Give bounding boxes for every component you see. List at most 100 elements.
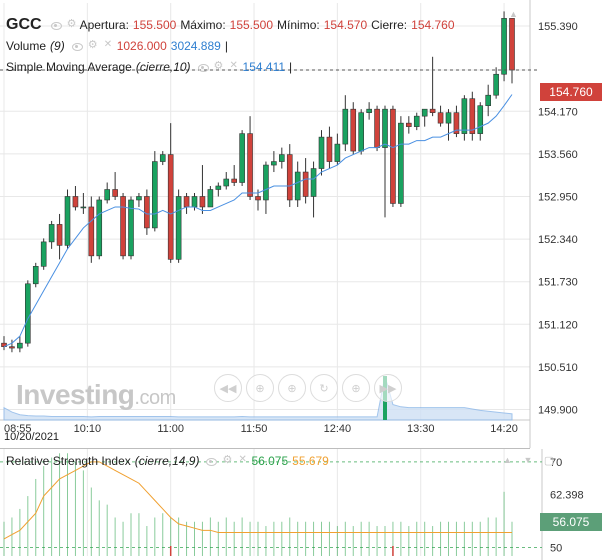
candle-body [485,94,491,106]
gear-icon[interactable] [214,59,224,72]
candle-body [294,171,301,201]
rsi-tools [500,454,557,472]
candle-body [501,18,507,75]
low-value: 154.570 [323,18,368,32]
candle-body [326,136,333,162]
candle-body [120,196,126,257]
volume-params: (9) [50,39,65,53]
candle-body [398,122,404,204]
candle-body [48,224,55,243]
y-tick-label: 152.950 [538,191,578,203]
rewind-icon[interactable]: ◀◀ [214,374,242,402]
forward-icon[interactable]: ▶▶ [374,374,402,402]
candle-body [279,154,285,162]
low-label: Mínimo: [277,18,320,32]
move-down-icon[interactable] [523,455,533,467]
candle-body [382,108,388,148]
sma-params: (cierre,10) [135,60,191,74]
x-tick-label: 08:55 [4,423,32,435]
candle-body [406,122,412,127]
y-tick-label: 149.900 [538,405,578,417]
y-tick-label: 155.390 [538,21,578,33]
current-price-tag: 154.760 [540,83,602,101]
header-tools [506,8,522,26]
close-icon[interactable] [230,60,240,72]
y-tick-label: 153.560 [538,149,578,161]
candle-body [80,206,87,209]
candle-body [199,196,206,208]
candle-body [207,189,214,208]
rsi-name: Relative Strength Index [6,454,131,468]
candle-body [96,199,103,257]
candle-body [429,108,436,113]
high-label: Máximo: [180,18,226,32]
high-value: 155.500 [229,18,274,32]
candle-body [437,112,444,124]
y-tick-label: 151.120 [538,319,578,331]
candle-body [175,196,182,260]
x-tick-label: 11:00 [157,423,184,435]
candle-body [104,189,110,201]
watermark-brand: Investing [16,379,135,410]
candle-body [191,196,198,208]
candle-body [136,196,142,201]
candle-body [477,105,484,134]
gear-icon[interactable] [88,38,98,51]
candle-body [159,154,166,162]
move-up-icon[interactable] [503,455,513,467]
candle-body [64,196,71,246]
volume-legend: Volume (9) 1026.000 3024.889 | [6,38,232,53]
sma-line [3,94,513,348]
candle-body [25,283,31,344]
candle-body [255,196,261,201]
rsi-line [3,461,512,540]
candle-body [493,73,499,96]
candle-body [263,164,269,201]
candle-body [17,342,23,349]
watermark-logo: Investing.com [16,379,176,411]
pane-separator[interactable] [0,448,530,449]
candle-body [342,108,349,145]
eye-icon[interactable] [71,41,83,51]
maximize-icon[interactable] [544,454,554,467]
candle-body [72,196,79,208]
sma-legend: Simple Moving Average (cierre,10) 154.41… [6,59,296,74]
eye-icon[interactable] [197,62,209,72]
candle-body [152,161,158,229]
candle-body [445,112,452,124]
collapse-icon[interactable] [509,9,519,21]
candle-body [334,143,341,162]
ohlc-legend: GCC Apertura: 155.500 Máximo: 155.500 Mí… [6,16,459,34]
open-value: 155.500 [132,18,177,32]
volume-sep: | [224,39,228,53]
gear-icon[interactable] [67,17,77,30]
candle-body [112,189,118,197]
zoom-in-icon[interactable]: ⊕ [278,374,306,402]
y-tick-label: 150.510 [538,362,578,374]
close-icon[interactable] [104,39,114,51]
candle-body [215,185,222,190]
candle-body [56,224,63,246]
reset-zoom-icon[interactable]: ↻ [310,374,338,402]
candle-body [9,346,15,349]
symbol-label: GCC [6,16,42,33]
candle-body [183,196,190,208]
rsi-params: (cierre,14,9) [134,454,200,468]
eye-icon[interactable] [206,456,218,466]
zoom-icon[interactable]: ⊕ [342,374,370,402]
close-icon[interactable] [238,454,248,466]
candle-body [318,136,325,169]
sma-sep: | [289,60,293,74]
candle-body [421,108,428,117]
candle-body [509,18,515,71]
zoom-out-icon[interactable]: ⊕ [246,374,274,402]
candle-body [223,178,230,187]
eye-icon[interactable] [50,20,62,30]
candle-body [374,108,380,148]
volume-value-1: 1026.000 [116,39,167,53]
gear-icon[interactable] [222,453,232,466]
date-label: 10/20/2021 [4,431,60,443]
candle-body [144,196,150,229]
